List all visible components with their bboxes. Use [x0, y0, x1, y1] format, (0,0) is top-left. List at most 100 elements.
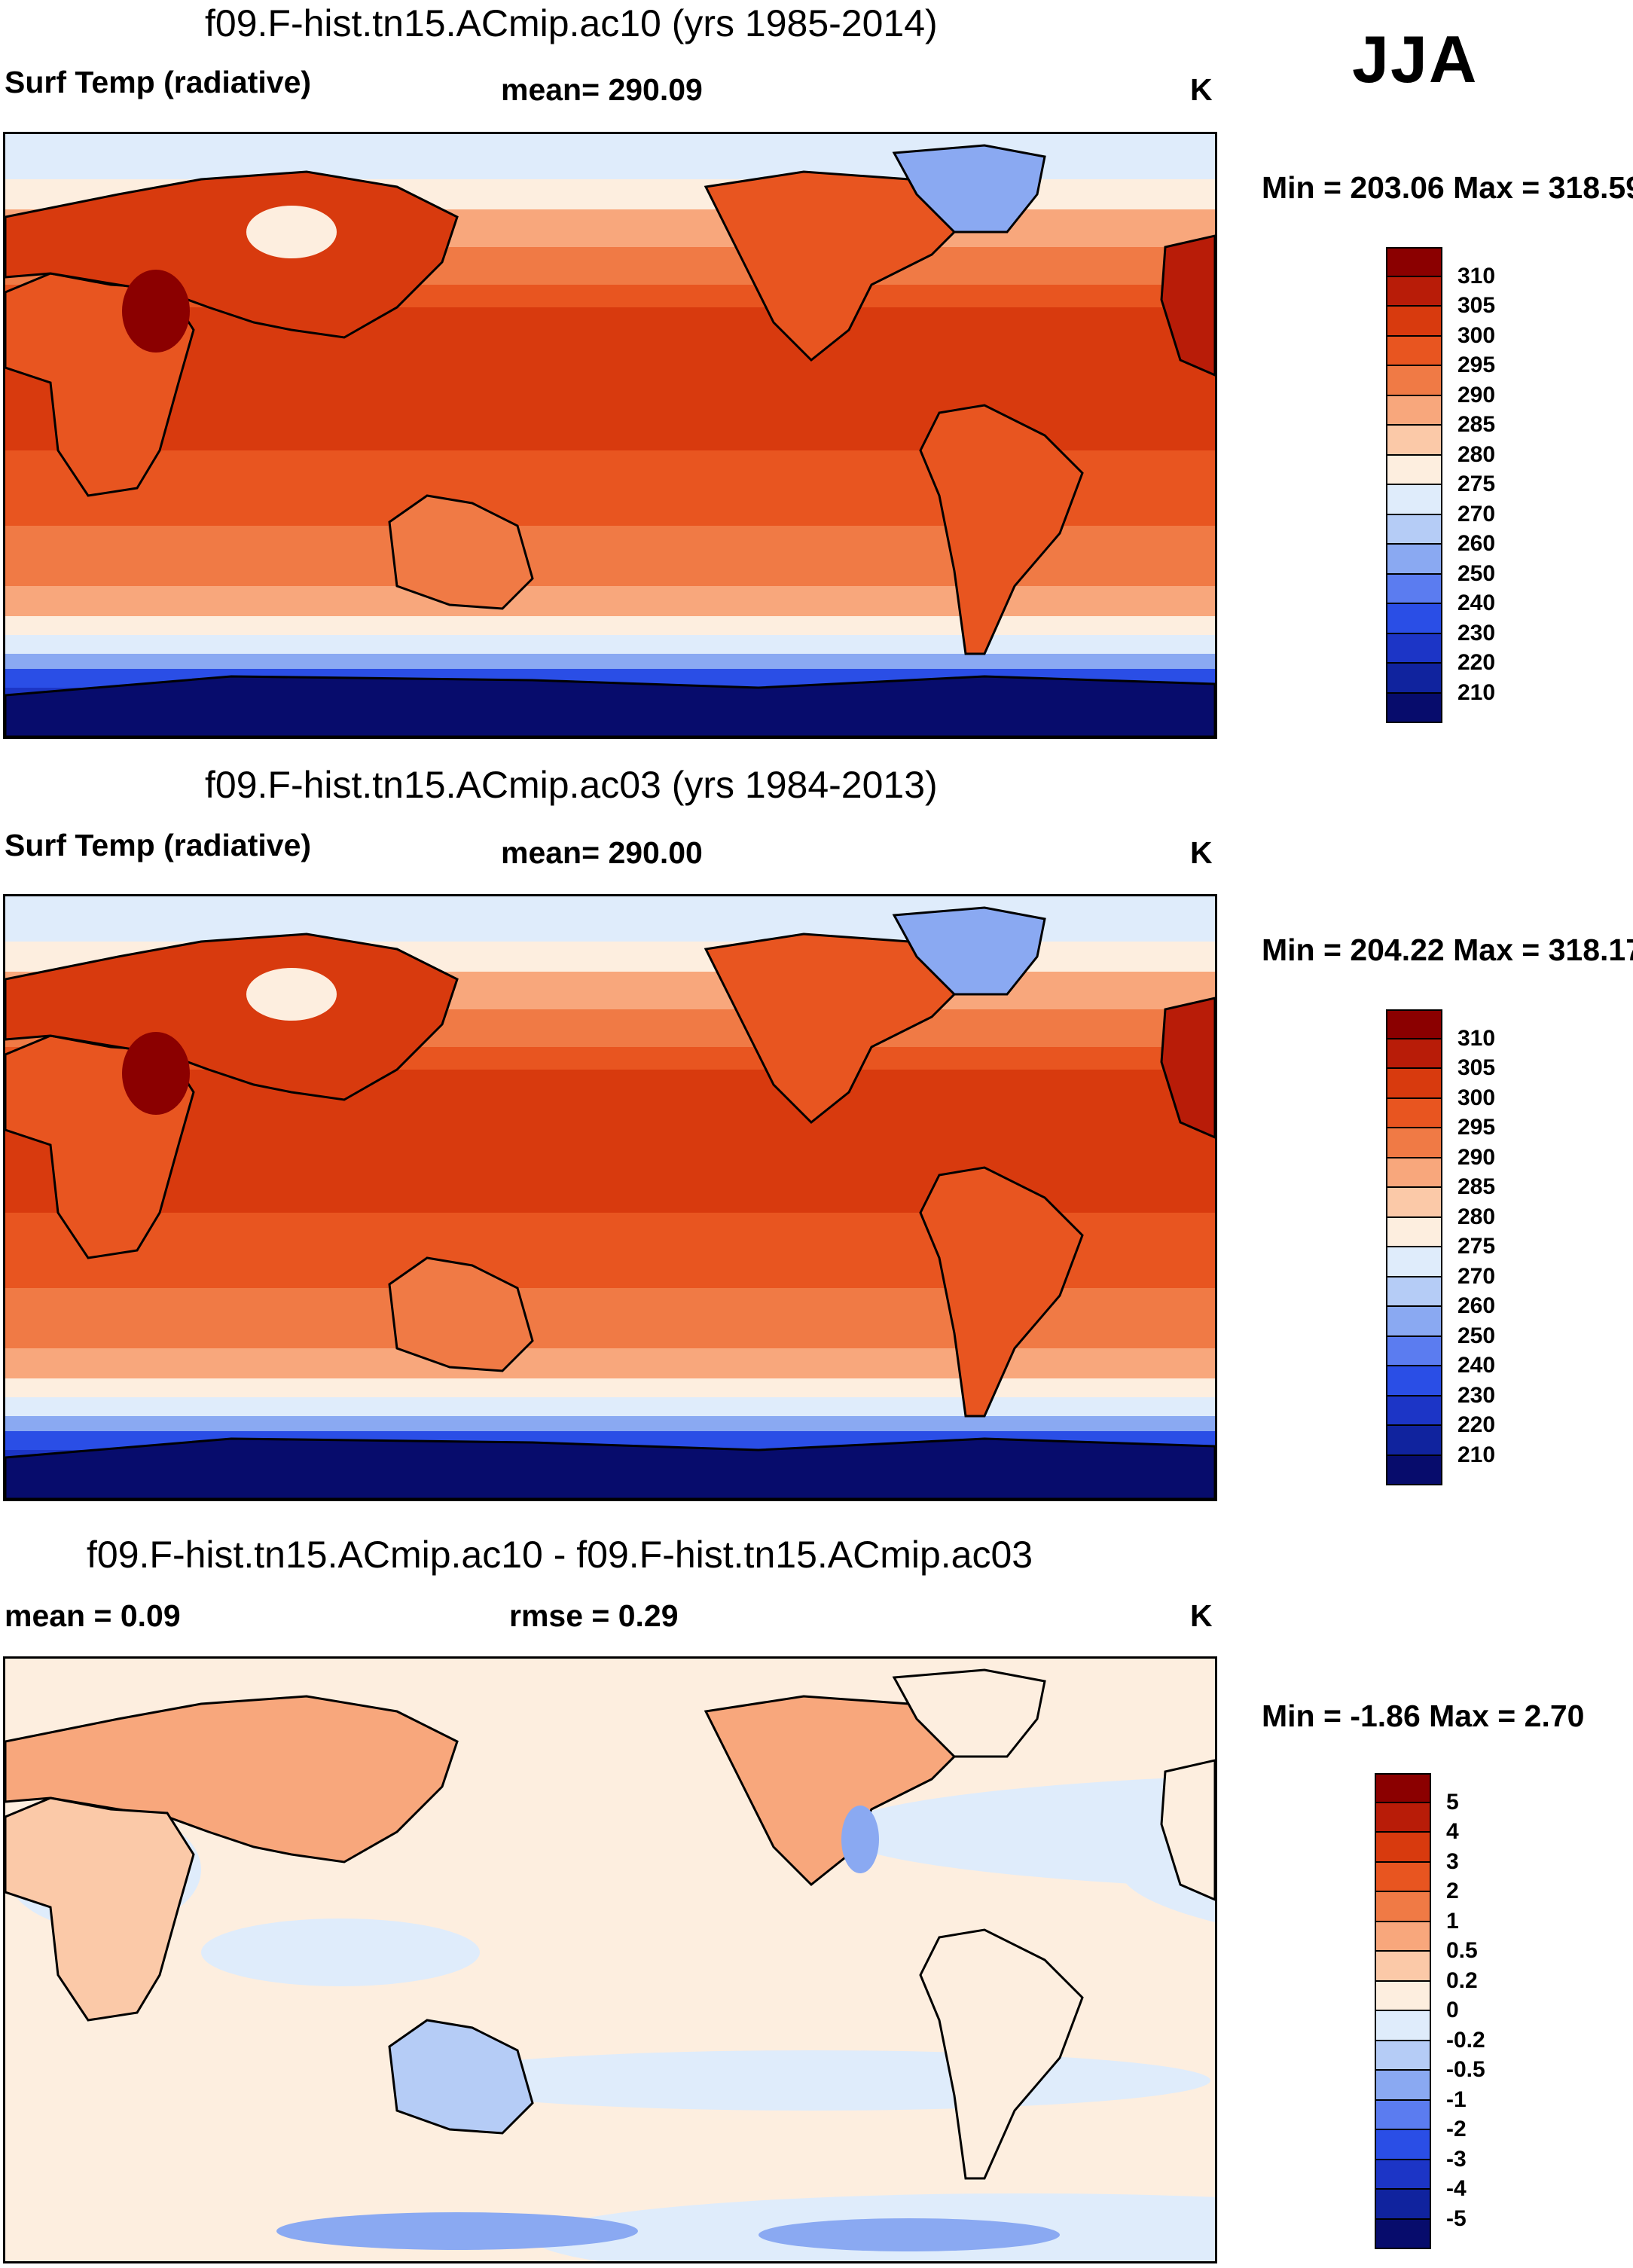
greenland-land	[892, 906, 1046, 996]
colorbar-segment	[1386, 1098, 1442, 1128]
colorbar-tick-label: 250	[1457, 1323, 1496, 1348]
colorbar-tick-label: 300	[1457, 1085, 1496, 1110]
colorbar-tick-label: 285	[1457, 412, 1496, 437]
colorbar-segment	[1386, 693, 1442, 723]
colorbar-segment	[1375, 2160, 1431, 2190]
panel-3-map	[3, 1656, 1217, 2263]
panel-2-mean-label: mean= 290.00	[501, 835, 703, 870]
australia-land	[388, 494, 534, 610]
colorbar-tick-label: 260	[1457, 531, 1496, 556]
colorbar-tick-label: 290	[1457, 1144, 1496, 1170]
panel-3-minmax-label: Min = -1.86 Max = 2.70	[1262, 1699, 1585, 1733]
tibet-plateau	[246, 206, 337, 258]
colorbar-tick-label: 275	[1457, 1234, 1496, 1259]
season-label: JJA	[1352, 22, 1479, 96]
temperature-band	[5, 586, 1215, 616]
colorbar-segment	[1375, 2041, 1431, 2071]
west-africa-land	[1160, 234, 1215, 377]
tibet-plateau	[246, 968, 337, 1021]
panel-2-minmax-label: Min = 204.22 Max = 318.17	[1262, 933, 1633, 967]
colorbar-tick-label: 0.5	[1446, 1938, 1478, 1963]
colorbar-segment	[1386, 1366, 1442, 1397]
colorbar-segment	[1386, 426, 1442, 456]
colorbar-tick-label: -0.2	[1446, 2027, 1485, 2053]
south-america-land	[919, 1166, 1084, 1418]
colorbar-tick-label: 2	[1446, 1879, 1459, 1903]
colorbar-tick-label: -2	[1446, 2117, 1467, 2141]
colorbar-tick-label: -4	[1446, 2176, 1467, 2201]
greenland-land	[892, 1668, 1046, 1758]
temperature-band	[5, 654, 1215, 669]
australia-land	[388, 1256, 534, 1372]
colorbar-tick-label: 295	[1457, 1115, 1496, 1140]
colorbar-tick-label: 295	[1457, 353, 1496, 377]
temperature-band	[5, 1348, 1215, 1378]
colorbar-segment	[1375, 2219, 1431, 2249]
panel-3-units-label: K	[1190, 1598, 1213, 1633]
colorbar-segment	[1375, 2071, 1431, 2101]
colorbar-tick-label: 310	[1457, 1025, 1496, 1051]
colorbar-segment	[1386, 336, 1442, 366]
colorbar-tick-label: 270	[1457, 501, 1496, 527]
colorbar-segment	[1386, 276, 1442, 307]
colorbar-segment	[1386, 247, 1442, 277]
colorbar-tick-label: 260	[1457, 1293, 1496, 1318]
colorbar-segment	[1386, 485, 1442, 515]
south-america-land	[919, 1928, 1084, 2180]
north-america-land	[704, 1695, 972, 1887]
colorbar-segment	[1386, 1217, 1442, 1247]
colorbar-segment	[1386, 1307, 1442, 1337]
colorbar-tick-label: 280	[1457, 441, 1496, 467]
colorbar-segment	[1386, 664, 1442, 694]
colorbar-segment	[1386, 1128, 1442, 1158]
colorbar-segment	[1375, 2011, 1431, 2041]
colorbar-tick-label: 210	[1457, 679, 1496, 705]
colorbar-tick-label: 5	[1446, 1789, 1459, 1815]
colorbar-segment	[1386, 1396, 1442, 1426]
colorbar-segment	[1386, 366, 1442, 396]
diff-negative-region	[276, 2212, 638, 2250]
colorbar-tick-label: 240	[1457, 1353, 1496, 1378]
colorbar-segment	[1375, 2190, 1431, 2220]
australia-land	[388, 2019, 534, 2135]
colorbar-tick-label: -5	[1446, 2205, 1467, 2231]
colorbar-segment	[1386, 1039, 1442, 1069]
eurasia-land	[5, 170, 459, 339]
colorbar-tick-label: 290	[1457, 382, 1496, 408]
colorbar-segment	[1386, 1188, 1442, 1218]
colorbar-segment	[1386, 1069, 1442, 1099]
colorbar-segment	[1386, 633, 1442, 664]
colorbar-segment	[1375, 1952, 1431, 1982]
arabia-hotspot	[122, 270, 190, 353]
colorbar-tick-label: 230	[1457, 1382, 1496, 1408]
colorbar-tick-label: 305	[1457, 293, 1496, 318]
temperature-band	[5, 1397, 1215, 1416]
colorbar-segment	[1375, 2100, 1431, 2130]
diff-negative-region	[201, 1918, 480, 1986]
colorbar-segment	[1375, 2130, 1431, 2160]
colorbar-segment	[1375, 1833, 1431, 1863]
diff-negative-region	[759, 2218, 1060, 2251]
colorbar-segment	[1386, 307, 1442, 337]
colorbar-tick-label: 285	[1457, 1174, 1496, 1199]
west-africa-land	[1160, 1759, 1215, 1901]
panel-2-variable-label: Surf Temp (radiative)	[5, 828, 312, 862]
colorbar-tick-label: 220	[1457, 650, 1496, 675]
colorbar-tick-label: 0.2	[1446, 1967, 1478, 1993]
colorbar-segment	[1375, 1981, 1431, 2011]
panel-1-minmax-label: Min = 203.06 Max = 318.59	[1262, 170, 1633, 205]
panel-3-title: f09.F-hist.tn15.ACmip.ac10 - f09.F-hist.…	[87, 1534, 1033, 1576]
colorbar-tick-label: 210	[1457, 1442, 1496, 1467]
panel-3-mean-label: mean = 0.09	[5, 1598, 181, 1633]
colorbar-tick-label: 270	[1457, 1263, 1496, 1289]
arabia-hotspot	[122, 1032, 190, 1115]
panel-1-title: f09.F-hist.tn15.ACmip.ac10 (yrs 1985-201…	[205, 2, 938, 44]
colorbar-segment	[1386, 1158, 1442, 1188]
colorbar-tick-label: 230	[1457, 620, 1496, 646]
colorbar-tick-label: 240	[1457, 591, 1496, 615]
panel-1-variable-label: Surf Temp (radiative)	[5, 65, 312, 99]
colorbar-tick-label: -1	[1446, 2086, 1467, 2112]
colorbar-segment	[1386, 1277, 1442, 1307]
colorbar-segment	[1386, 1455, 1442, 1485]
colorbar-tick-label: 250	[1457, 560, 1496, 586]
